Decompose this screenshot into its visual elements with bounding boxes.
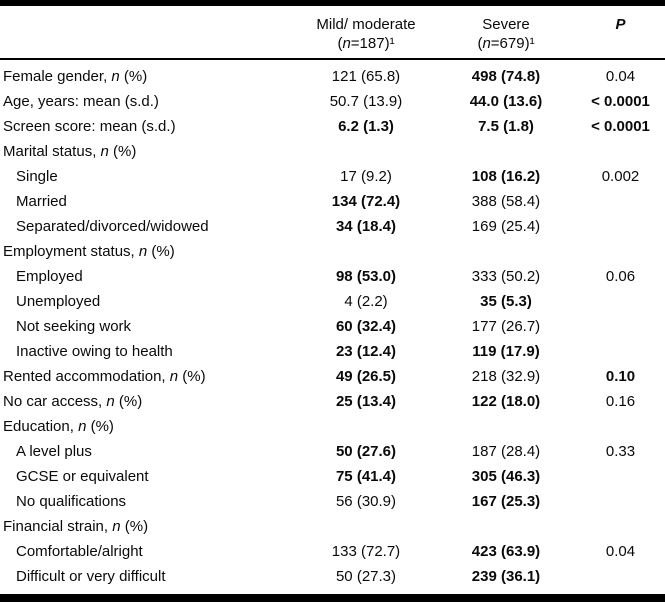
cell-mild-moderate: 50 (27.6)	[335, 443, 397, 460]
table-row: Difficult or very difficult 50 (27.3) 239 …	[0, 564, 665, 589]
cell-severe: 423 (63.9)	[471, 543, 541, 560]
header-mild-n: (n=187)¹	[337, 35, 395, 52]
table-row: Married 134 (72.4) 388 (58.4)	[0, 189, 665, 214]
cell-severe: 167 (25.3)	[471, 493, 541, 510]
row-label: Age, years: mean (s.d.)	[3, 93, 159, 110]
row-label: No car access, n (%)	[3, 393, 143, 410]
table-row: Inactive owing to health 23 (12.4) 119 (17…	[0, 339, 665, 364]
cell-p-value: 0.06	[605, 268, 636, 285]
row-label: Not seeking work	[16, 318, 132, 335]
cell-mild-moderate: 25 (13.4)	[335, 393, 397, 410]
row-label: Unemployed	[16, 293, 101, 310]
cell-mild-moderate: 4 (2.2)	[344, 293, 388, 310]
header-col-p: P	[576, 15, 665, 34]
table-row: Rented accommodation, n (%) 49 (26.5) 218 …	[0, 364, 665, 389]
row-label: Comfortable/alright	[16, 543, 143, 560]
cell-mild-moderate: 23 (12.4)	[335, 343, 397, 360]
cell-severe: 333 (50.2)	[471, 268, 541, 285]
header-mild-title: Mild/ moderate	[316, 16, 416, 33]
table-row: Unemployed 4 (2.2) 35 (5.3)	[0, 289, 665, 314]
cell-severe: 218 (32.9)	[471, 368, 541, 385]
table-top-rule	[0, 0, 665, 6]
cell-mild-moderate: 6.2 (1.3)	[338, 118, 394, 135]
cell-mild-moderate: 34 (18.4)	[335, 218, 397, 235]
row-label: Financial strain, n (%)	[3, 518, 149, 535]
table-row: Employed 98 (53.0) 333 (50.2) 0.06	[0, 264, 665, 289]
row-label: GCSE or equivalent	[16, 468, 149, 485]
row-label: Marital status, n (%)	[3, 143, 137, 160]
table-row: Marital status, n (%)	[0, 139, 665, 164]
table-body: Female gender, n (%) 121 (65.8) 498 (74.8)…	[0, 60, 665, 589]
cell-severe: 108 (16.2)	[471, 168, 541, 185]
header-col-mild-moderate: Mild/ moderate (n=187)¹	[296, 15, 436, 53]
header-p-label: P	[615, 16, 626, 33]
cell-p-value: 0.04	[605, 68, 636, 85]
cell-mild-moderate: 17 (9.2)	[340, 168, 392, 185]
cell-severe: 35 (5.3)	[480, 293, 532, 310]
cell-mild-moderate: 49 (26.5)	[335, 368, 397, 385]
table-row: Age, years: mean (s.d.) 50.7 (13.9) 44.0 (…	[0, 89, 665, 114]
header-severe-title: Severe	[482, 16, 530, 33]
cell-mild-moderate: 50.7 (13.9)	[329, 93, 403, 110]
cell-severe: 388 (58.4)	[471, 193, 541, 210]
cell-mild-moderate: 75 (41.4)	[335, 468, 397, 485]
cell-severe: 169 (25.4)	[471, 218, 541, 235]
cell-mild-moderate: 121 (65.8)	[331, 68, 401, 85]
cell-p-value: 0.04	[605, 543, 636, 560]
row-label: Female gender, n (%)	[3, 68, 148, 85]
row-label: Inactive owing to health	[16, 343, 173, 360]
cell-severe: 305 (46.3)	[471, 468, 541, 485]
row-label: Employed	[16, 268, 83, 285]
table-row: A level plus 50 (27.6) 187 (28.4) 0.33	[0, 439, 665, 464]
cell-severe: 187 (28.4)	[471, 443, 541, 460]
row-label: Difficult or very difficult	[16, 568, 166, 585]
table-row: No qualifications 56 (30.9) 167 (25.3)	[0, 489, 665, 514]
row-label: Single	[16, 168, 58, 185]
table-row: No car access, n (%) 25 (13.4) 122 (18.0) 0…	[0, 389, 665, 414]
table-row: Single 17 (9.2) 108 (16.2) 0.002	[0, 164, 665, 189]
header-divider-rule	[0, 58, 665, 60]
header-col-severe: Severe (n=679)¹	[436, 15, 576, 53]
table-row: Screen score: mean (s.d.) 6.2 (1.3) 7.5 (1…	[0, 114, 665, 139]
cell-mild-moderate: 134 (72.4)	[331, 193, 401, 210]
cell-p-value: < 0.0001	[591, 93, 650, 110]
header-severe-n: (n=679)¹	[477, 35, 535, 52]
table-row: Not seeking work 60 (32.4) 177 (26.7)	[0, 314, 665, 339]
cell-mild-moderate: 56 (30.9)	[335, 493, 397, 510]
table-row: Financial strain, n (%)	[0, 514, 665, 539]
table-row: Employment status, n (%)	[0, 239, 665, 264]
table-header-row: Mild/ moderate (n=187)¹ Severe (n=679)¹ …	[0, 6, 665, 58]
cell-p-value: 0.002	[601, 168, 640, 185]
row-label: Rented accommodation, n (%)	[3, 368, 206, 385]
table-bottom-rule	[0, 594, 665, 602]
table-row: GCSE or equivalent 75 (41.4) 305 (46.3)	[0, 464, 665, 489]
row-label: Screen score: mean (s.d.)	[3, 118, 176, 135]
cell-severe: 44.0 (13.6)	[469, 93, 543, 110]
cell-severe: 239 (36.1)	[471, 568, 541, 585]
cell-p-value: 0.33	[605, 443, 636, 460]
row-label: Married	[16, 193, 67, 210]
row-label: No qualifications	[16, 493, 127, 510]
row-label: Separated/divorced/widowed	[16, 218, 209, 235]
cell-mild-moderate: 98 (53.0)	[335, 268, 397, 285]
cell-severe: 498 (74.8)	[471, 68, 541, 85]
row-label: Employment status, n (%)	[3, 243, 175, 260]
table-row: Comfortable/alright 133 (72.7) 423 (63.9) 0…	[0, 539, 665, 564]
row-label: Education, n (%)	[3, 418, 114, 435]
cell-severe: 119 (17.9)	[472, 343, 540, 360]
cell-severe: 177 (26.7)	[471, 318, 541, 335]
cell-p-value: 0.10	[605, 368, 636, 385]
cell-p-value: 0.16	[605, 393, 636, 410]
cell-severe: 7.5 (1.8)	[478, 118, 534, 135]
cell-mild-moderate: 133 (72.7)	[331, 543, 401, 560]
cell-severe: 122 (18.0)	[471, 393, 541, 410]
row-label: A level plus	[16, 443, 92, 460]
cell-p-value: < 0.0001	[591, 118, 650, 135]
cell-mild-moderate: 60 (32.4)	[335, 318, 397, 335]
table-row: Separated/divorced/widowed 34 (18.4) 169 (…	[0, 214, 665, 239]
cell-mild-moderate: 50 (27.3)	[335, 568, 397, 585]
table-row: Education, n (%)	[0, 414, 665, 439]
table-row: Female gender, n (%) 121 (65.8) 498 (74.8)…	[0, 64, 665, 89]
